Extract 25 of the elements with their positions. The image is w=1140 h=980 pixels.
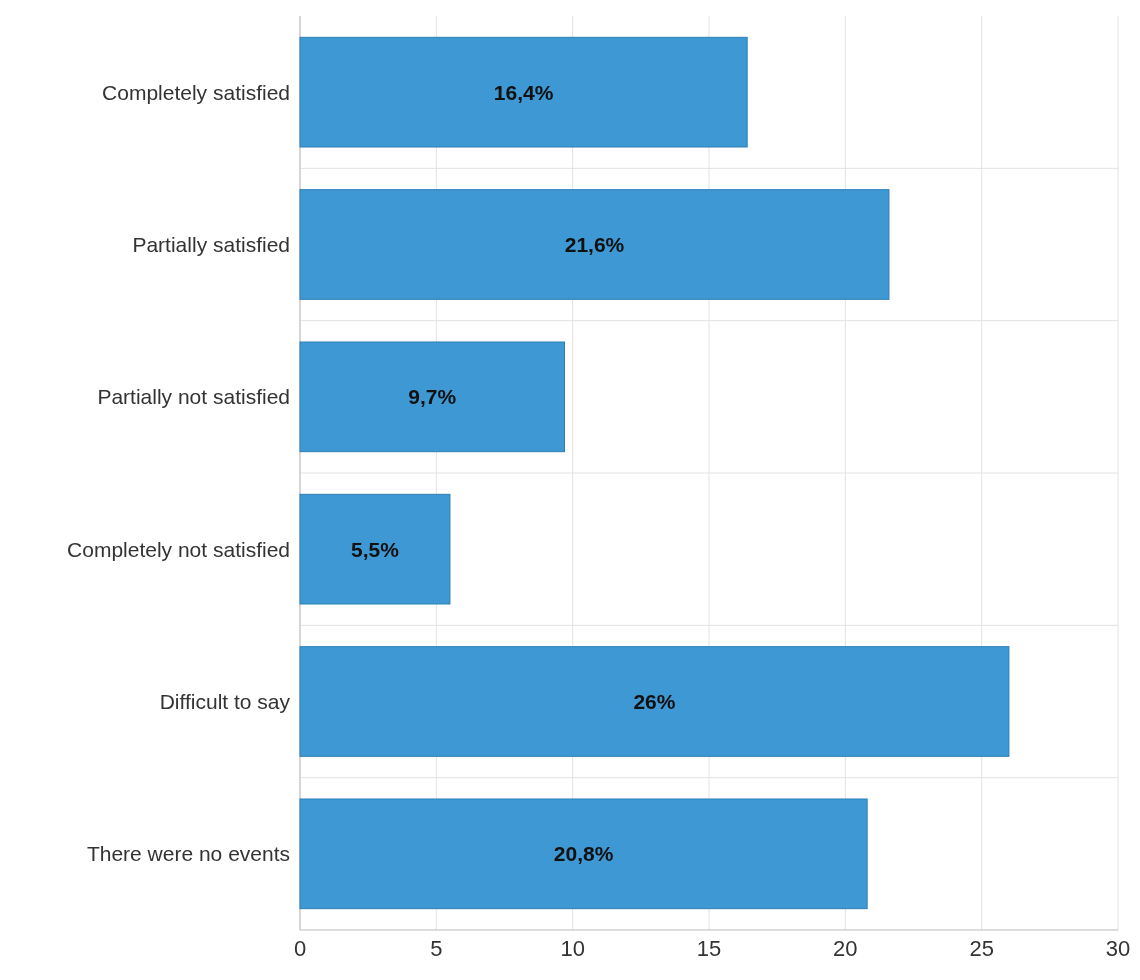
y-tick-label: Partially not satisfied: [97, 385, 290, 409]
data-label: 16,4%: [493, 80, 554, 104]
data-label: 21,6%: [564, 232, 625, 256]
bar: [299, 36, 748, 148]
x-tick-label: 10: [560, 936, 585, 961]
bar: [299, 493, 451, 605]
x-tick-label: 5: [430, 936, 443, 961]
x-tick-label: 0: [293, 936, 307, 961]
x-tick-label: 30: [1105, 936, 1131, 961]
y-tick-label: Partially satisfied: [132, 232, 290, 256]
bar: [299, 798, 868, 910]
bar: [299, 646, 1010, 757]
y-tick-label: Completely not satisfied: [67, 537, 290, 561]
y-tick-label: Difficult to say: [159, 689, 291, 713]
data-label: 20,8%: [553, 842, 614, 866]
bar: [299, 189, 890, 300]
x-tick-label: 25: [969, 936, 994, 961]
x-tick-label: 20: [833, 936, 858, 961]
bar: [299, 341, 565, 453]
data-label: 26%: [633, 689, 676, 713]
y-tick-label: Completely satisfied: [102, 80, 290, 104]
data-label: 5,5%: [351, 537, 400, 561]
data-label: 9,7%: [408, 385, 457, 409]
y-tick-label: There were no events: [86, 842, 290, 866]
x-tick-label: 15: [696, 936, 722, 961]
